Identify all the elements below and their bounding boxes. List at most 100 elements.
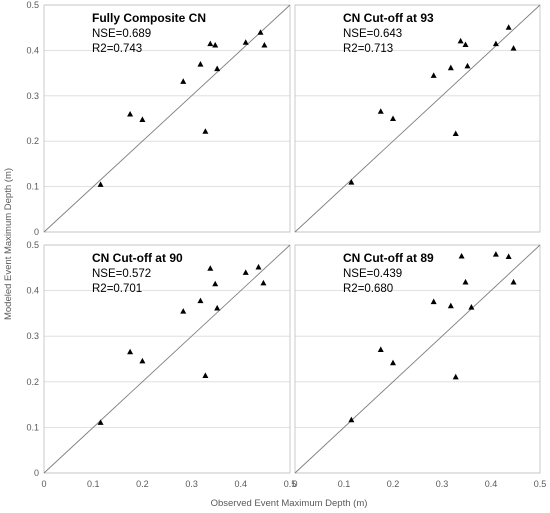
r2-label: R2=0.713	[343, 43, 393, 55]
data-point-marker	[242, 39, 249, 45]
r2-label: R2=0.701	[92, 283, 142, 295]
data-point-marker	[505, 253, 512, 259]
data-point-marker	[207, 265, 214, 271]
y-tick-label: 0	[34, 468, 39, 478]
x-tick-label: 0.3	[436, 479, 449, 489]
x-axis-title: Observed Event Maximum Depth (m)	[211, 498, 368, 509]
r2-label: R2=0.680	[343, 283, 393, 295]
data-point-marker	[468, 304, 475, 310]
y-tick-label: 0.4	[26, 45, 39, 55]
x-tick-label: 0.5	[284, 479, 297, 489]
data-point-marker	[348, 179, 355, 185]
data-point-marker	[180, 78, 187, 84]
panel-title: CN Cut-off at 89	[343, 251, 434, 265]
data-point-marker	[462, 278, 469, 285]
data-point-marker	[257, 29, 264, 35]
panel-title: CN Cut-off at 93	[343, 11, 434, 25]
x-tick-label: 0.1	[87, 479, 100, 489]
x-tick-label: 0.2	[136, 479, 149, 489]
panel-4: 0 0.1 0.2 0.3 0.4 0.5 CN Cut-off at 89 NSE=0.43…	[292, 244, 547, 489]
data-point-marker	[255, 263, 262, 270]
data-point-marker	[139, 116, 146, 122]
x-tick-label: 0	[41, 479, 46, 489]
r2-label: R2=0.743	[92, 43, 142, 55]
data-point-marker	[97, 181, 104, 187]
data-point-marker	[202, 372, 209, 378]
y-tick-label: 0.4	[26, 286, 39, 296]
y-tick-label: 0.1	[26, 182, 39, 192]
y-tick-label: 0.3	[26, 331, 39, 341]
plot-frame	[43, 4, 291, 233]
data-point-marker	[212, 280, 219, 287]
plot-frame	[294, 244, 541, 474]
y-tick-label: 0.1	[26, 422, 39, 432]
data-point-marker	[492, 40, 499, 47]
data-point-marker	[139, 357, 146, 364]
y-axis-title: Modeled Event Maximum Depth (m)	[3, 168, 14, 320]
nse-label: NSE=0.439	[343, 268, 402, 280]
data-point-marker	[214, 304, 221, 311]
data-point-marker	[447, 302, 454, 309]
data-point-marker	[212, 41, 219, 48]
data-point-marker	[197, 297, 204, 304]
y-tick-label: 0.2	[26, 377, 39, 387]
panel-2: CN Cut-off at 93 NSE=0.643 R2=0.713	[294, 4, 541, 233]
x-tick-label: 0.4	[235, 479, 248, 489]
data-point-marker	[390, 359, 396, 366]
x-tick-label: 0.3	[185, 479, 198, 489]
one-to-one-line	[43, 244, 291, 474]
data-point-marker	[261, 41, 268, 48]
one-to-one-line	[43, 4, 291, 233]
data-point-marker	[452, 373, 459, 380]
nse-label: NSE=0.643	[343, 28, 402, 40]
x-tick-label: 0.2	[387, 479, 400, 489]
data-point-marker	[197, 61, 204, 67]
x-tick-label: 0.4	[485, 479, 498, 489]
data-point-marker	[452, 130, 459, 137]
data-point-marker	[127, 110, 134, 117]
data-point-marker	[462, 41, 469, 48]
data-point-marker	[377, 108, 384, 114]
y-tick-label: 0.5	[26, 0, 39, 10]
data-point-marker	[457, 37, 464, 44]
data-point-marker	[430, 298, 437, 305]
nse-label: NSE=0.572	[92, 268, 151, 280]
data-point-marker	[127, 348, 134, 355]
y-tick-label: 0.3	[26, 91, 39, 101]
data-point-marker	[202, 128, 209, 134]
panel-3: 00.10.20.30.40.50 0.1 0.2 0.3 0.4 0.5CN Cut-o…	[26, 240, 296, 489]
one-to-one-line	[294, 244, 541, 474]
data-point-marker	[348, 416, 355, 423]
plot-frame	[294, 4, 541, 233]
data-point-marker	[447, 64, 454, 71]
data-point-marker	[390, 115, 396, 122]
y-tick-label: 0.2	[26, 136, 39, 146]
data-point-marker	[207, 40, 214, 47]
data-point-marker	[97, 419, 104, 425]
data-point-marker	[510, 45, 517, 51]
y-tick-label: 0	[34, 227, 39, 237]
data-point-marker	[464, 62, 471, 69]
x-tick-label: 0	[292, 479, 297, 489]
one-to-one-line	[294, 4, 541, 233]
data-point-marker	[505, 24, 512, 30]
data-point-marker	[260, 279, 267, 286]
nse-label: NSE=0.689	[92, 28, 151, 40]
y-tick-label: 0.5	[26, 240, 39, 250]
x-tick-label: 0.1	[338, 479, 351, 489]
data-point-marker	[510, 278, 517, 285]
data-point-marker	[180, 308, 187, 314]
data-point-marker	[430, 72, 437, 78]
data-point-marker	[458, 252, 465, 259]
data-point-marker	[242, 269, 249, 275]
data-point-marker	[377, 346, 384, 352]
x-tick-label: 0.5	[534, 479, 547, 489]
panel-title: Fully Composite CN	[92, 11, 206, 25]
data-point-marker	[214, 65, 221, 72]
data-point-marker	[492, 251, 499, 257]
panel-title: CN Cut-off at 90	[92, 251, 183, 265]
panel-1: 0 0.1 0.2 0.3 0.4 0.5 Fully Composite CN NSE=0.…	[26, 0, 291, 237]
panel-grid: 0 0.1 0.2 0.3 0.4 0.5 Fully Composite CN NSE=0.…	[26, 0, 546, 489]
